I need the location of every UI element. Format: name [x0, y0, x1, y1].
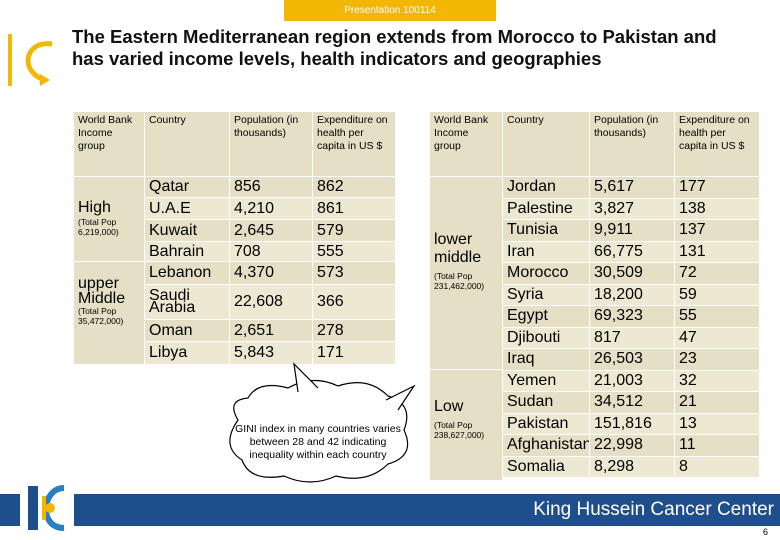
right-row-population: 34,512 [590, 392, 674, 413]
right-row-population: 8,298 [590, 456, 674, 477]
right-row-expenditure: 13 [675, 413, 759, 434]
org-name: King Hussein Cancer Center [533, 499, 774, 520]
left-row-population: 2,645 [230, 220, 312, 241]
right-row-country: Morocco [503, 263, 589, 284]
right-row-expenditure: 47 [675, 327, 759, 348]
left-row-population: 4,210 [230, 198, 312, 219]
left-group-upper-middle: upper Middle (Total Pop 35,472,000) [74, 262, 144, 364]
left-row-country: Libya [145, 342, 229, 364]
right-group-lower-middle: lower middle (Total Pop 231,462,000) [430, 177, 502, 369]
left-row-population: 708 [230, 242, 312, 261]
right-row-expenditure: 11 [675, 435, 759, 456]
right-row-population: 21,003 [590, 370, 674, 391]
right-row-population: 817 [590, 327, 674, 348]
left-row-population: 856 [230, 177, 312, 197]
right-row-country: Somalia [503, 456, 589, 477]
right-row-population: 9,911 [590, 220, 674, 241]
right-header-population: Population (in thousands) [590, 112, 674, 176]
right-row-expenditure: 8 [675, 456, 759, 477]
group-note: (Total Pop 231,462,000) [434, 271, 485, 291]
right-row-country: Jordan [503, 177, 589, 198]
right-row-expenditure: 23 [675, 349, 759, 370]
callout-bubble [229, 362, 416, 483]
group-note: (Total Pop 6,219,000) [78, 217, 119, 237]
left-row-population: 5,843 [230, 342, 312, 364]
right-row-expenditure: 177 [675, 177, 759, 198]
right-row-country: Egypt [503, 306, 589, 327]
swoosh-icon [8, 34, 53, 86]
right-row-country: Afghanistan [503, 435, 589, 456]
left-group-high: High (Total Pop 6,219,000) [74, 177, 144, 261]
callout-text: GINI index in many countries varies betw… [235, 423, 401, 461]
right-row-country: Pakistan [503, 413, 589, 434]
right-row-expenditure: 72 [675, 263, 759, 284]
left-row-expenditure: 171 [313, 342, 395, 364]
right-row-country: Djibouti [503, 327, 589, 348]
right-row-population: 26,503 [590, 349, 674, 370]
right-group-low: Low (Total Pop 238,627,000) [430, 370, 502, 480]
left-row-expenditure: 862 [313, 177, 395, 197]
left-row-expenditure: 579 [313, 220, 395, 241]
right-row-expenditure: 138 [675, 198, 759, 219]
group-note: (Total Pop 238,627,000) [434, 420, 485, 440]
group-note: (Total Pop 35,472,000) [78, 306, 124, 326]
left-header-population: Population (in thousands) [230, 112, 312, 176]
left-row-expenditure: 573 [313, 262, 395, 284]
left-row-country: Oman [145, 320, 229, 341]
left-row-expenditure: 555 [313, 242, 395, 261]
left-row-expenditure: 366 [313, 285, 395, 319]
left-row-country: Kuwait [145, 220, 229, 241]
right-row-population: 30,509 [590, 263, 674, 284]
left-row-population: 22,608 [230, 285, 312, 319]
group-name: High [78, 199, 111, 216]
right-row-expenditure: 21 [675, 392, 759, 413]
right-row-population: 5,617 [590, 177, 674, 198]
right-row-country: Tunisia [503, 220, 589, 241]
right-row-country: Iraq [503, 349, 589, 370]
footer-bar: King Hussein Cancer Center [0, 494, 780, 526]
page-title: The Eastern Mediterranean region extends… [72, 26, 717, 69]
group-name: Low [434, 398, 464, 415]
left-row-expenditure: 861 [313, 198, 395, 219]
right-row-population: 18,200 [590, 284, 674, 305]
right-header-group: World Bank Income group [430, 112, 502, 176]
group-name: lower middle [434, 231, 482, 266]
right-row-population: 69,323 [590, 306, 674, 327]
right-row-country: Syria [503, 284, 589, 305]
left-row-country: Bahrain [145, 242, 229, 261]
right-row-population: 151,816 [590, 413, 674, 434]
right-row-country: Yemen [503, 370, 589, 391]
left-header-expenditure: Expenditure on health per capita in US $ [313, 112, 395, 176]
right-header-expenditure: Expenditure on health per capita in US $ [675, 112, 759, 176]
left-row-country: Saudi Arabia [145, 285, 229, 319]
left-row-country: U.A.E [145, 198, 229, 219]
right-row-expenditure: 59 [675, 284, 759, 305]
left-row-country: Qatar [145, 177, 229, 197]
khcc-logo-icon [20, 478, 74, 538]
presentation-label: Presentation 100114 [284, 0, 496, 21]
right-row-population: 3,827 [590, 198, 674, 219]
left-header-country: Country [145, 112, 229, 176]
group-name: upper Middle [78, 275, 126, 307]
left-row-expenditure: 278 [313, 320, 395, 341]
right-row-country: Sudan [503, 392, 589, 413]
left-header-group: World Bank Income group [74, 112, 144, 176]
right-row-expenditure: 32 [675, 370, 759, 391]
right-header-country: Country [503, 112, 589, 176]
right-row-population: 22,998 [590, 435, 674, 456]
page-number: 6 [762, 527, 768, 537]
right-row-population: 66,775 [590, 241, 674, 262]
right-row-country: Palestine [503, 198, 589, 219]
left-row-country: Lebanon [145, 262, 229, 284]
right-row-expenditure: 137 [675, 220, 759, 241]
left-row-population: 4,370 [230, 262, 312, 284]
right-row-expenditure: 55 [675, 306, 759, 327]
right-row-country: Iran [503, 241, 589, 262]
left-row-population: 2,651 [230, 320, 312, 341]
right-row-expenditure: 131 [675, 241, 759, 262]
